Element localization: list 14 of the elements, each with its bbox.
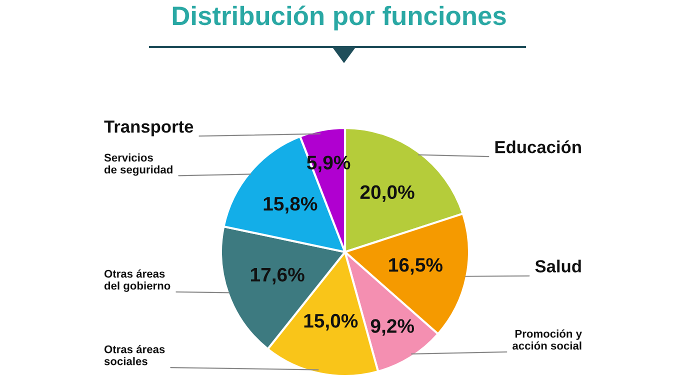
slice-label: Transporte: [104, 120, 194, 136]
data-label: 9,2%: [370, 319, 414, 336]
slice-label: Promoción y acción social: [512, 329, 582, 350]
slice-label: Otras áreas del gobierno: [104, 269, 170, 292]
data-label: 17,6%: [250, 268, 304, 284]
slice-label: Servicios de seguridad: [104, 153, 172, 176]
data-label: 15,8%: [264, 196, 318, 214]
data-label: 20,0%: [360, 185, 414, 202]
data-label: 15,0%: [304, 314, 358, 331]
slice-label: Otras áreas sociales: [104, 345, 165, 366]
slice-label: Salud: [535, 260, 581, 272]
data-label: 16,5%: [389, 258, 442, 275]
slice-label: Educación: [495, 140, 581, 154]
chart-title: Distribución por funciones: [172, 6, 506, 30]
